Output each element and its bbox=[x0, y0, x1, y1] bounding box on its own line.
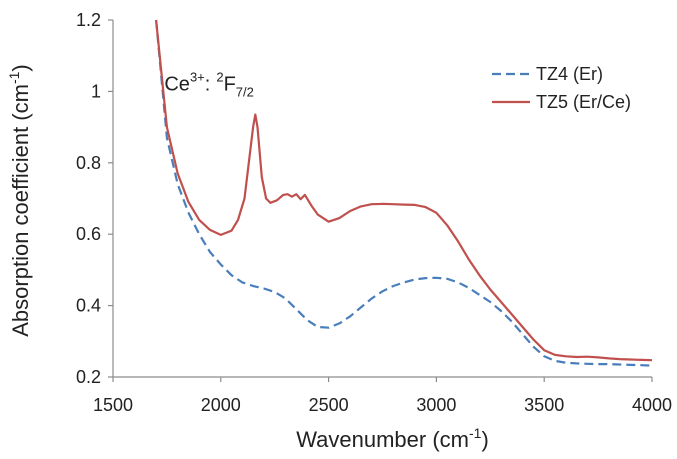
y-tick-label: 1.2 bbox=[76, 10, 101, 30]
axes bbox=[112, 20, 652, 378]
y-tick-label: 0.2 bbox=[76, 367, 101, 387]
x-axis-title: Wavenumber (cm-1) bbox=[296, 425, 489, 452]
x-ticks: 1500 2000 2500 3000 3500 4000 bbox=[93, 377, 672, 415]
y-axis-title-sup: -1 bbox=[6, 71, 22, 84]
annotation-ion-sup: 3+ bbox=[190, 69, 205, 84]
legend-label: TZ5 (Er/Ce) bbox=[536, 92, 631, 112]
y-tick-label: 0.8 bbox=[76, 153, 101, 173]
series-line-1 bbox=[155, 19, 653, 367]
annotation-term-sub: 7/2 bbox=[236, 84, 254, 99]
ce-transition-annotation: Ce3+: 2F7/2 bbox=[164, 69, 254, 99]
x-tick-label: 1500 bbox=[93, 395, 133, 415]
y-ticks: 0.2 0.4 0.6 0.8 1 1.2 bbox=[76, 10, 113, 387]
y-tick-label: 0.4 bbox=[76, 296, 101, 316]
y-axis-title: Absorption coefficient (cm-1) bbox=[6, 64, 33, 337]
x-tick-label: 2000 bbox=[201, 395, 241, 415]
series-layer bbox=[155, 19, 653, 367]
x-tick-label: 3000 bbox=[416, 395, 456, 415]
x-axis-title-close: ) bbox=[481, 427, 488, 452]
legend-label: TZ4 (Er) bbox=[536, 64, 603, 84]
y-axis-title-main: Absorption coefficient (cm bbox=[8, 84, 33, 337]
annotation-term-letter: F bbox=[224, 73, 236, 95]
annotation-colon: : bbox=[205, 73, 211, 95]
x-axis-title-sup: -1 bbox=[469, 425, 482, 441]
x-axis-title-main: Wavenumber (cm bbox=[296, 427, 469, 452]
series-line-2 bbox=[155, 19, 653, 362]
y-tick-label: 1 bbox=[91, 81, 101, 101]
y-tick-label: 0.6 bbox=[76, 224, 101, 244]
x-tick-label: 4000 bbox=[632, 395, 672, 415]
legend: TZ4 (Er) TZ5 (Er/Ce) bbox=[492, 64, 631, 112]
annotation-ion: Ce bbox=[164, 73, 190, 95]
annotation-term-pre: 2 bbox=[216, 69, 223, 84]
x-tick-label: 2500 bbox=[309, 395, 349, 415]
y-axis-title-close: ) bbox=[8, 64, 33, 71]
x-tick-label: 3500 bbox=[524, 395, 564, 415]
